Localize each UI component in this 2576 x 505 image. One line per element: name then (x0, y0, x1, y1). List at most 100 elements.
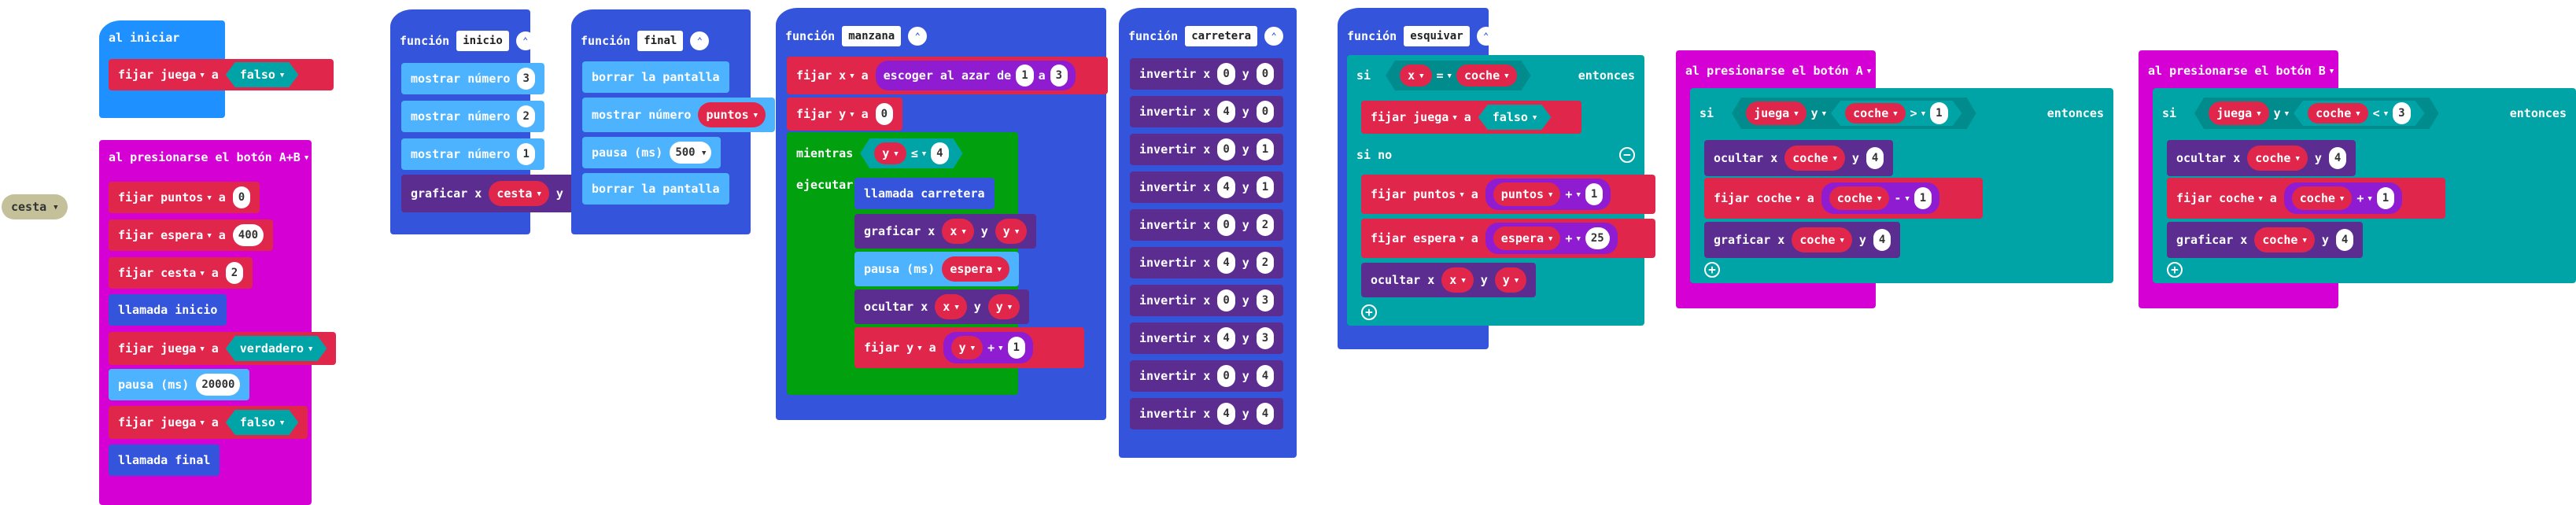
number-input[interactable]: 4 (1217, 101, 1235, 123)
button-dropdown[interactable]: A+B ▼ (279, 150, 309, 164)
change-coche-statement[interactable]: fijar coche ▼ a coche ▼ - ▼ 1 (1704, 178, 1983, 219)
call-inicio-statement[interactable]: llamada inicio (109, 294, 227, 326)
number-input[interactable]: 0 (875, 103, 894, 125)
math-block[interactable]: espera ▼ + ▼ 25 (1485, 223, 1618, 254)
change-puntos-statement[interactable]: fijar puntos ▼ a puntos ▼ + ▼ 1 (1361, 175, 1655, 214)
set-juega-false-statement[interactable]: fijar juega ▼ a falso ▼ (109, 59, 334, 90)
clear-screen-statement[interactable]: borrar la pantalla (582, 61, 729, 93)
number-input[interactable]: 0 (1217, 289, 1235, 311)
number-input[interactable]: 3 (1256, 327, 1275, 349)
variable-dropdown[interactable]: coche ▼ (1456, 65, 1517, 87)
variable-dropdown[interactable]: puntos ▼ (161, 190, 212, 205)
logic-operator-dropdown[interactable]: y ▼ (1811, 106, 1826, 120)
pause-statement[interactable]: pausa (ms) espera ▼ (854, 252, 1019, 286)
comparison-block[interactable]: coche ▼ < ▼ 3 (2294, 101, 2424, 126)
number-input[interactable]: 3 (1256, 289, 1275, 311)
and-condition-block[interactable]: juega ▼ y ▼ coche ▼ < ▼ 3 (2194, 98, 2439, 129)
random-block[interactable]: escoger al azar de 1 a 3 (875, 61, 1076, 90)
call-carretera-statement[interactable]: llamada carretera (854, 178, 995, 209)
clear-screen-statement[interactable]: borrar la pantalla (582, 173, 729, 205)
variable-dropdown[interactable]: cesta ▼ (161, 266, 205, 280)
function-final-header[interactable]: función final ⌃ (571, 28, 718, 53)
number-input[interactable]: 0 (1256, 63, 1275, 85)
variable-dropdown[interactable]: coche ▼ (2254, 227, 2315, 252)
set-x-random-statement[interactable]: fijar x ▼ a escoger al azar de 1 a 3 (787, 57, 1108, 94)
number-input[interactable]: 25 (1585, 227, 1610, 249)
variable-dropdown[interactable]: y ▼ (950, 336, 984, 359)
variable-dropdown[interactable]: coche ▼ (2247, 146, 2308, 171)
collapse-icon[interactable]: ⌃ (690, 31, 710, 50)
plot-statement[interactable]: graficar x x ▼ y y ▼ (854, 214, 1037, 249)
set-cesta-statement[interactable]: fijar cesta ▼ a 2 (109, 257, 253, 289)
plot-statement[interactable]: graficar x coche ▼ y 4 (1704, 222, 1901, 258)
operator-dropdown[interactable]: + ▼ (987, 341, 1002, 355)
on-start-header[interactable]: al iniciar (99, 27, 189, 49)
number-input[interactable]: 4 (1217, 327, 1235, 349)
operator-dropdown[interactable]: + ▼ (2356, 191, 2371, 205)
number-input[interactable]: 0 (1217, 63, 1235, 85)
while-header[interactable]: mientras y ▼ ≤ ▼ 4 (787, 135, 972, 171)
variable-dropdown[interactable]: coche ▼ (1845, 103, 1906, 123)
number-input[interactable]: 4 (1873, 229, 1891, 251)
variable-dropdown[interactable]: juega ▼ (161, 415, 205, 429)
number-input[interactable]: 4 (1217, 403, 1235, 425)
collapse-icon[interactable]: ⌃ (908, 27, 928, 46)
variable-dropdown[interactable]: y ▼ (995, 219, 1028, 244)
if-header[interactable]: si x ▼ = ▼ coche ▼ entonces (1347, 58, 1644, 93)
collapse-icon[interactable]: ⌃ (515, 31, 535, 50)
pause-statement[interactable]: pausa (ms) 500 ▼ (582, 137, 722, 168)
number-input[interactable]: 3 (2393, 102, 2410, 124)
variable-dropdown[interactable]: espera ▼ (1493, 227, 1561, 250)
set-y-statement[interactable]: fijar y ▼ a 0 (787, 98, 903, 131)
number-input[interactable]: 2 (225, 262, 244, 284)
number-input[interactable]: 1 (2376, 187, 2395, 209)
and-condition-block[interactable]: juega ▼ y ▼ coche ▼ > ▼ 1 (1732, 98, 1976, 129)
math-block[interactable]: puntos ▼ + ▼ 1 (1485, 179, 1611, 210)
minus-icon[interactable]: − (1619, 147, 1635, 163)
unplot-statement[interactable]: ocultar x x ▼ y y ▼ (1361, 263, 1537, 297)
operator-dropdown[interactable]: < ▼ (2373, 106, 2388, 120)
unplot-statement[interactable]: ocultar x coche ▼ y 4 (1704, 140, 1894, 176)
floating-variable-cesta[interactable]: cesta ▼ (2, 194, 68, 219)
function-name-field[interactable]: esquivar (1404, 26, 1470, 46)
variable-dropdown[interactable]: espera ▼ (161, 228, 212, 242)
variable-dropdown[interactable]: coche ▼ (1756, 191, 1800, 205)
boolean-dropdown[interactable]: falso ▼ (1478, 105, 1552, 130)
variable-dropdown[interactable]: puntos ▼ (1493, 182, 1561, 206)
variable-dropdown[interactable]: x ▼ (942, 219, 974, 244)
comparison-block[interactable]: coche ▼ > ▼ 1 (1831, 101, 1962, 126)
number-input[interactable]: 0 (1217, 214, 1235, 236)
if-header[interactable]: si juega ▼ y ▼ coche ▼ > ▼ 1 entonces (1690, 94, 2113, 132)
variable-dropdown[interactable]: juega ▼ (161, 68, 205, 82)
variable-dropdown[interactable]: x ▼ (935, 294, 967, 319)
number-input[interactable]: 400 (232, 224, 264, 246)
boolean-dropdown[interactable]: verdadero ▼ (226, 336, 327, 361)
set-juega-false-statement[interactable]: fijar juega ▼ a falso ▼ (109, 406, 308, 439)
variable-dropdown[interactable]: y ▼ (906, 341, 921, 355)
number-input[interactable]: 3 (517, 68, 535, 90)
variable-dropdown[interactable]: coche ▼ (2291, 186, 2353, 210)
show-number-statement[interactable]: mostrar número 2 (401, 101, 544, 132)
unplot-statement[interactable]: ocultar x x ▼ y y ▼ (854, 289, 1030, 324)
change-espera-statement[interactable]: fijar espera ▼ a espera ▼ + ▼ 25 (1361, 219, 1655, 258)
variable-dropdown[interactable]: espera ▼ (942, 256, 1009, 282)
function-name-field[interactable]: inicio (456, 31, 509, 51)
number-input[interactable]: 2 (517, 105, 535, 127)
variable-dropdown[interactable]: x ▼ (1400, 65, 1431, 87)
button-a-header[interactable]: al presionarse el botón A ▼ (1676, 60, 1880, 82)
number-input[interactable]: 4 (931, 142, 948, 164)
number-input[interactable]: 1 (1256, 176, 1275, 198)
plus-icon[interactable]: + (1361, 304, 1377, 320)
number-input[interactable]: 4 (1256, 365, 1275, 387)
function-carretera-header[interactable]: función carretera ⌃ (1119, 24, 1293, 49)
operator-dropdown[interactable]: - ▼ (1894, 191, 1909, 205)
number-input[interactable]: 0 (1256, 101, 1275, 123)
